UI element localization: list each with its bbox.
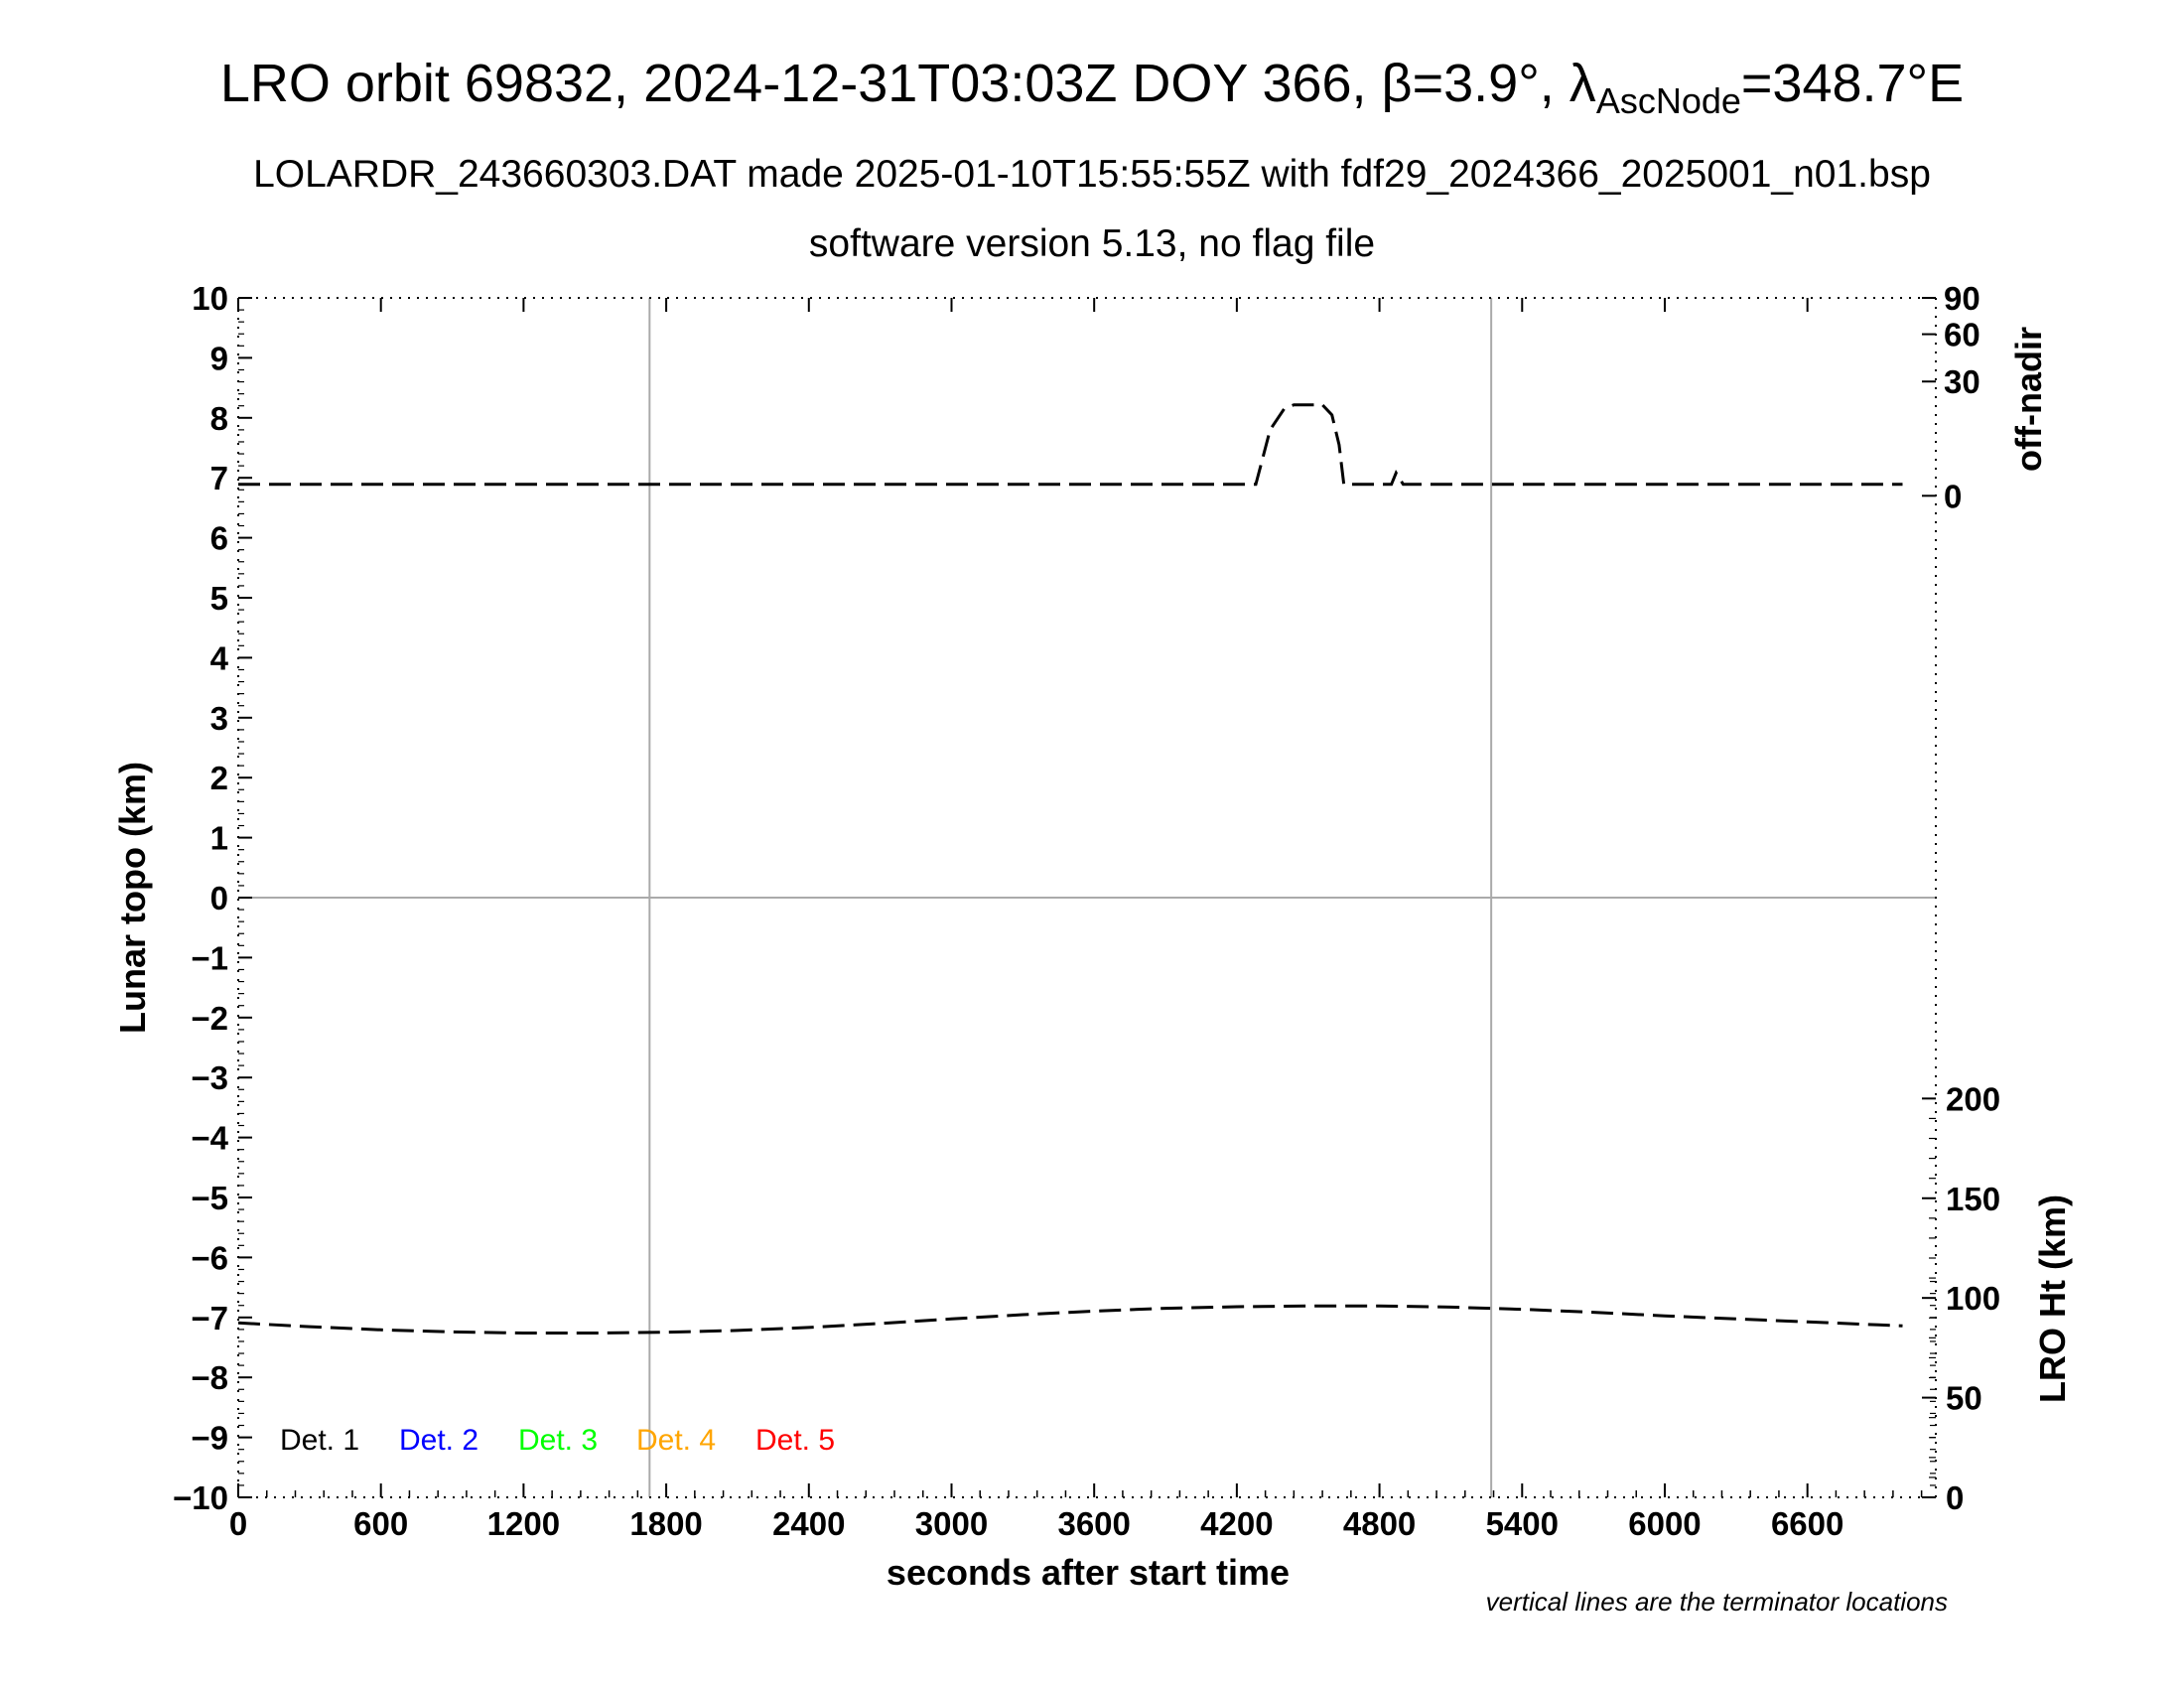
- legend-item-det-1: Det. 1: [280, 1424, 359, 1457]
- height-tick-label: 100: [1946, 1280, 2000, 1317]
- y-tick-label: 7: [210, 460, 228, 496]
- y-tick-label: 0: [210, 880, 228, 916]
- y-tick-label: 9: [210, 340, 228, 376]
- chart-subtitle-file: LOLARDR_243660303.DAT made 2025-01-10T15…: [253, 153, 1931, 196]
- chart-title-main: LRO orbit 69832, 2024-12-31T03:03Z DOY 3…: [220, 54, 1596, 113]
- grid-layer: [238, 298, 1936, 1497]
- height-series-line: [237, 1304, 1903, 1335]
- offnadir-tick-label: 0: [1944, 478, 1962, 514]
- x-tick-label: 4200: [1200, 1505, 1273, 1542]
- y-tick-label: 3: [210, 700, 228, 737]
- offnadir-tick-label: 60: [1944, 317, 1980, 353]
- legend: Det. 1 Det. 2 Det. 3 Det. 4 Det. 5: [280, 1424, 835, 1457]
- height-tick-label: 150: [1946, 1181, 2000, 1217]
- y-tick-label: 6: [210, 520, 228, 557]
- y-tick-label: −10: [173, 1479, 228, 1516]
- x-tick-label: 6000: [1628, 1505, 1701, 1542]
- x-tick-label: 600: [353, 1505, 408, 1542]
- offnadir-tick-label: 90: [1944, 280, 1980, 317]
- y-axis-label-left: Lunar topo (km): [112, 762, 153, 1034]
- plot-frame: [237, 297, 1937, 1498]
- y-tick-label: −9: [191, 1420, 228, 1457]
- x-tick-label: 2400: [772, 1505, 845, 1542]
- y-tick-label: 8: [210, 400, 228, 437]
- legend-item-det-4: Det. 4: [636, 1424, 716, 1457]
- y-tick-label: 2: [210, 760, 228, 796]
- height-tick-label: 0: [1946, 1479, 1964, 1516]
- height-tick-label: 200: [1946, 1080, 2000, 1117]
- y-tick-label: −1: [191, 939, 228, 976]
- height-tick-label: 50: [1946, 1380, 1982, 1417]
- x-tick-label: 3600: [1057, 1505, 1130, 1542]
- legend-item-det-3: Det. 3: [518, 1424, 598, 1457]
- y-tick-label: 10: [192, 280, 228, 317]
- x-tick-label: 4800: [1343, 1505, 1416, 1542]
- y-tick-label: −5: [191, 1180, 228, 1216]
- y-tick-label: −3: [191, 1059, 228, 1096]
- x-tick-label: 0: [229, 1505, 247, 1542]
- y-tick-label: −7: [191, 1300, 228, 1336]
- series-layer: [237, 403, 1903, 1335]
- label-layer: 0 600 1200 1800 2400 3000 3600 4200 4800 5400 6000…: [173, 280, 2000, 1542]
- x-tick-label: 6600: [1771, 1505, 1843, 1542]
- x-axis-label: seconds after start time: [887, 1552, 1290, 1593]
- y-tick-label: −8: [191, 1359, 228, 1396]
- x-tick-label: 1200: [487, 1505, 560, 1542]
- legend-item-det-2: Det. 2: [399, 1424, 478, 1457]
- chart-title-suffix: =348.7°E: [1741, 54, 1964, 113]
- x-tick-label: 5400: [1486, 1505, 1559, 1542]
- chart-title: LRO orbit 69832, 2024-12-31T03:03Z DOY 3…: [220, 54, 1964, 121]
- offnadir-tick-label: 30: [1944, 363, 1980, 400]
- legend-item-det-5: Det. 5: [755, 1424, 835, 1457]
- x-tick-label: 1800: [629, 1505, 702, 1542]
- y-tick-label: 5: [210, 580, 228, 617]
- x-tick-label: 3000: [915, 1505, 988, 1542]
- y-tick-label: −4: [191, 1120, 228, 1157]
- chart-title-subscript: AscNode: [1596, 80, 1741, 121]
- tick-layer: [237, 297, 1936, 1498]
- y-tick-label: 4: [210, 639, 229, 676]
- y-tick-label: 1: [210, 820, 228, 857]
- y-tick-label: −2: [191, 1000, 228, 1037]
- y-tick-label: −6: [191, 1239, 228, 1276]
- y-axis-label-height: LRO Ht (km): [2032, 1195, 2073, 1403]
- y-axis-label-offnadir: off-nadir: [2008, 327, 2049, 472]
- chart-subtitle-version: software version 5.13, no flag file: [809, 222, 1375, 265]
- offnadir-series-line: [238, 403, 1903, 487]
- terminator-footnote: vertical lines are the terminator locati…: [1486, 1587, 1948, 1617]
